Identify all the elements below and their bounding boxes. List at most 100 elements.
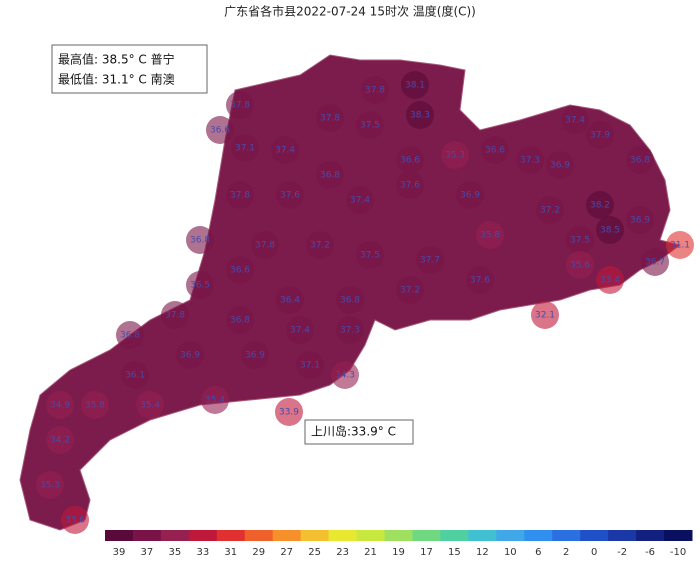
station-area <box>536 196 564 224</box>
station-area <box>316 161 344 189</box>
station-area <box>346 186 374 214</box>
station-label: 36.6 <box>230 266 250 276</box>
color-swatch <box>524 530 553 541</box>
color-swatch <box>188 530 218 541</box>
station-label: 36.9 <box>180 351 200 361</box>
color-swatch <box>160 530 190 541</box>
color-swatch <box>580 530 609 541</box>
station-area <box>516 146 544 174</box>
station-label: 35.3 <box>445 151 465 161</box>
station-area <box>116 321 144 349</box>
station-area <box>456 181 484 209</box>
station-label: 35.4 <box>140 401 160 411</box>
color-tick-label: 25 <box>308 547 321 558</box>
station-area <box>466 266 494 294</box>
station-label: 37.8 <box>230 101 250 111</box>
station-label: 33.4 <box>600 276 620 286</box>
color-tick-label: 31 <box>224 547 237 558</box>
station-area <box>481 136 509 164</box>
station-area <box>416 246 444 274</box>
color-swatch <box>412 530 441 541</box>
color-swatch <box>468 530 497 541</box>
station-area <box>226 91 254 119</box>
callout-text: 上川岛:33.9° C <box>311 424 396 439</box>
station-area <box>401 71 429 99</box>
station-label: 36.5 <box>190 281 210 291</box>
color-swatch <box>272 530 302 541</box>
station-area <box>546 151 574 179</box>
station-area <box>271 136 299 164</box>
station-area <box>251 231 279 259</box>
station-label: 36.9 <box>630 216 650 226</box>
station-area <box>226 256 254 284</box>
station-label: 33.9 <box>279 408 299 418</box>
station-label: 37.2 <box>310 241 330 251</box>
color-swatch <box>356 530 386 541</box>
station-label: 36.8 <box>340 296 360 306</box>
color-tick-label: 27 <box>280 547 293 558</box>
color-tick-label: 37 <box>141 547 154 558</box>
color-tick-label: 39 <box>113 547 126 558</box>
station-label: 37.6 <box>470 276 490 286</box>
station-area <box>226 306 254 334</box>
station-area <box>336 316 364 344</box>
station-label: 37.5 <box>360 121 380 131</box>
station-area <box>231 134 259 162</box>
station-label: 37.8 <box>320 114 340 124</box>
station-area <box>396 146 424 174</box>
station-area <box>241 341 269 369</box>
station-label: 36.9 <box>245 351 265 361</box>
station-area <box>361 76 389 104</box>
station-label: 34.9 <box>50 401 70 411</box>
color-swatch <box>664 530 693 541</box>
station-label: 33.6 <box>65 516 85 526</box>
station-label: 36.6 <box>400 156 420 166</box>
info-box: 最高值: 38.5° C 普宁 最低值: 31.1° C 南澳 <box>51 44 208 94</box>
station-area <box>441 141 469 169</box>
station-label: 37.5 <box>360 251 380 261</box>
station-label: 35.6 <box>570 261 590 271</box>
station-area <box>46 426 74 454</box>
station-label: 37.6 <box>400 181 420 191</box>
station-layer: 37.8 38.1 37.8 36.6 37.8 37.5 38.3 37.1 37.4 36.8… <box>36 71 694 534</box>
station-area <box>206 116 234 144</box>
station-label: 36.9 <box>550 161 570 171</box>
color-swatch <box>552 530 581 541</box>
color-swatch <box>440 530 469 541</box>
station-label: 37.4 <box>290 326 310 336</box>
station-area <box>406 101 434 129</box>
station-area <box>566 251 594 279</box>
station-label: 36.8 <box>230 316 250 326</box>
color-tick-label: 33 <box>196 547 209 558</box>
color-swatch <box>636 530 665 541</box>
color-tick-label: 15 <box>448 547 461 558</box>
station-area <box>121 361 149 389</box>
station-label: 37.2 <box>400 286 420 296</box>
color-tick-label: 17 <box>420 547 433 558</box>
station-label: 38.5 <box>600 226 620 236</box>
station-label: 37.3 <box>340 326 360 336</box>
station-label: 38.2 <box>590 201 610 211</box>
station-label: 36.8 <box>320 171 340 181</box>
color-tick-label: 23 <box>336 547 349 558</box>
station-label: 36.1 <box>125 371 145 381</box>
station-label: 35.8 <box>85 401 105 411</box>
station-label: 36.8 <box>630 156 650 166</box>
color-swatch <box>300 530 330 541</box>
color-swatch <box>244 530 274 541</box>
station-label: 37.4 <box>350 196 370 206</box>
color-swatch <box>384 530 413 541</box>
color-tick-label: 0 <box>591 547 597 558</box>
station-area <box>61 506 89 534</box>
station-label: 38.3 <box>410 111 430 121</box>
station-label: 37.8 <box>165 311 185 321</box>
station-area <box>586 191 614 219</box>
color-tick-label: -10 <box>670 547 686 558</box>
station-area <box>276 286 304 314</box>
color-tick-label: 6 <box>535 547 541 558</box>
station-area <box>36 471 64 499</box>
station-label: 37.4 <box>275 146 295 156</box>
station-area <box>296 351 324 379</box>
station-label: 36.8 <box>120 331 140 341</box>
